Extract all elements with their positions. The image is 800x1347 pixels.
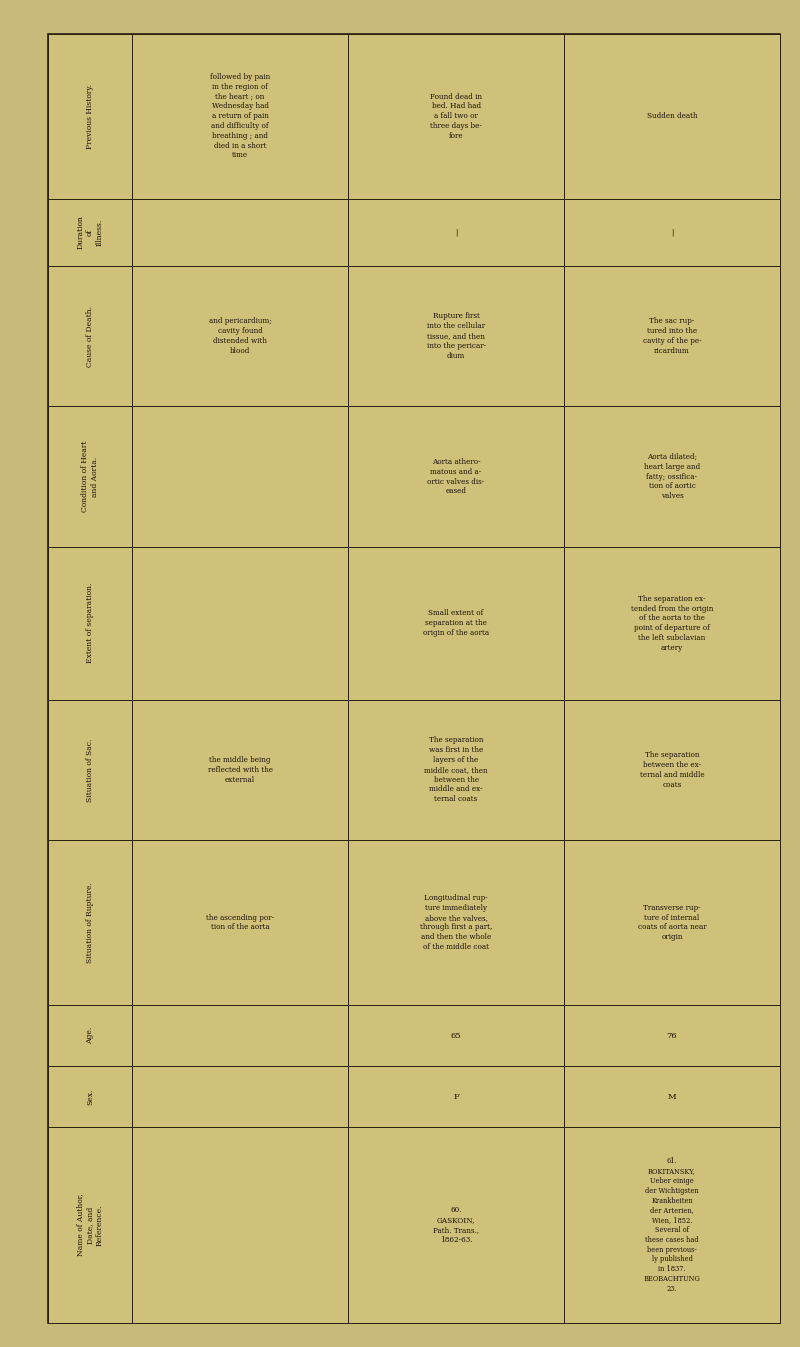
- Bar: [48, 407, 132, 547]
- Text: 61.
ROKITANSKY,
Ueber einige
der Wichtigsten
Krankheiten
der Arterien,
Wien, 185: 61. ROKITANSKY, Ueber einige der Wichtig…: [643, 1157, 701, 1293]
- Text: 60.
GASKOIN,
Path. Trans.,
1862-63.: 60. GASKOIN, Path. Trans., 1862-63.: [433, 1207, 479, 1243]
- Text: Name of Author,
Date, and
Reference.: Name of Author, Date, and Reference.: [76, 1193, 104, 1257]
- Bar: [132, 699, 348, 841]
- Bar: [348, 198, 564, 265]
- Bar: [564, 265, 780, 407]
- Text: the ascending por-
tion of the aorta: the ascending por- tion of the aorta: [206, 913, 274, 932]
- Text: Aorta athero-
matous and a-
ortic valves dis-
eased: Aorta athero- matous and a- ortic valves…: [427, 458, 485, 496]
- Bar: [564, 547, 780, 699]
- Text: Sex.: Sex.: [86, 1088, 94, 1105]
- Text: |: |: [455, 228, 458, 236]
- Text: |: |: [671, 228, 674, 236]
- Bar: [348, 407, 564, 547]
- Text: Sudden death: Sudden death: [646, 112, 698, 120]
- Bar: [348, 34, 564, 198]
- Bar: [348, 841, 564, 1005]
- Text: 65: 65: [450, 1032, 462, 1040]
- Bar: [564, 34, 780, 198]
- Text: The separation ex-
tended from the origin
of the aorta to the
point of departure: The separation ex- tended from the origi…: [631, 595, 714, 652]
- Bar: [48, 265, 132, 407]
- Text: Condition of Heart
and Aorta.: Condition of Heart and Aorta.: [81, 440, 99, 512]
- Bar: [348, 1005, 564, 1067]
- Bar: [48, 1067, 132, 1127]
- Bar: [132, 407, 348, 547]
- Bar: [564, 407, 780, 547]
- Text: and pericardium;
cavity found
distended with
blood: and pericardium; cavity found distended …: [209, 318, 271, 354]
- Bar: [48, 699, 132, 841]
- Text: M: M: [668, 1092, 676, 1100]
- Text: Aorta dilated;
heart large and
fatty; ossifica-
tion of aortic
valves: Aorta dilated; heart large and fatty; os…: [644, 453, 700, 500]
- Bar: [564, 841, 780, 1005]
- Bar: [132, 1127, 348, 1323]
- Text: Found dead in
bed. Had had
a fall two or
three days be-
fore: Found dead in bed. Had had a fall two or…: [430, 93, 482, 140]
- Bar: [564, 1127, 780, 1323]
- Bar: [132, 1067, 348, 1127]
- Text: Extent of separation.: Extent of separation.: [86, 583, 94, 664]
- Text: Duration
of
Illness.: Duration of Illness.: [76, 216, 104, 249]
- Bar: [48, 1005, 132, 1067]
- Text: Situation of Rupture.: Situation of Rupture.: [86, 882, 94, 963]
- Bar: [348, 547, 564, 699]
- Text: F: F: [453, 1092, 459, 1100]
- Text: The separation
between the ex-
ternal and middle
coats: The separation between the ex- ternal an…: [640, 752, 704, 788]
- Bar: [132, 198, 348, 265]
- Text: Rupture first
into the cellular
tissue, and then
into the pericar-
dium: Rupture first into the cellular tissue, …: [426, 313, 486, 360]
- Text: followed by pain
in the region of
the heart ; on
Wednesday had
a return of pain
: followed by pain in the region of the he…: [210, 73, 270, 159]
- Text: Cause of Death.: Cause of Death.: [86, 306, 94, 366]
- Bar: [564, 699, 780, 841]
- Bar: [132, 1005, 348, 1067]
- Text: Situation of Sac.: Situation of Sac.: [86, 738, 94, 801]
- Bar: [48, 198, 132, 265]
- Text: the middle being
reflected with the
external: the middle being reflected with the exte…: [208, 756, 273, 784]
- Bar: [348, 699, 564, 841]
- Bar: [132, 34, 348, 198]
- Bar: [48, 1127, 132, 1323]
- Text: Previous History.: Previous History.: [86, 84, 94, 148]
- Text: 76: 76: [666, 1032, 678, 1040]
- Bar: [348, 1127, 564, 1323]
- Bar: [48, 34, 132, 198]
- Bar: [48, 841, 132, 1005]
- Text: The separation
was first in the
layers of the
middle coat, then
between the
midd: The separation was first in the layers o…: [424, 737, 488, 803]
- Bar: [564, 1005, 780, 1067]
- Text: Age.: Age.: [86, 1026, 94, 1044]
- Text: The sac rup-
tured into the
cavity of the pe-
ricardium: The sac rup- tured into the cavity of th…: [642, 318, 702, 354]
- Bar: [132, 265, 348, 407]
- Bar: [564, 1067, 780, 1127]
- Bar: [348, 265, 564, 407]
- Bar: [48, 547, 132, 699]
- Bar: [132, 547, 348, 699]
- Bar: [564, 198, 780, 265]
- Text: Longitudinal rup-
ture immediately
above the valves,
through first a part,
and t: Longitudinal rup- ture immediately above…: [420, 894, 492, 951]
- Text: Transverse rup-
ture of internal
coats of aorta near
origin: Transverse rup- ture of internal coats o…: [638, 904, 706, 942]
- Text: Small extent of
separation at the
origin of the aorta: Small extent of separation at the origin…: [423, 609, 489, 637]
- Bar: [132, 841, 348, 1005]
- Bar: [348, 1067, 564, 1127]
